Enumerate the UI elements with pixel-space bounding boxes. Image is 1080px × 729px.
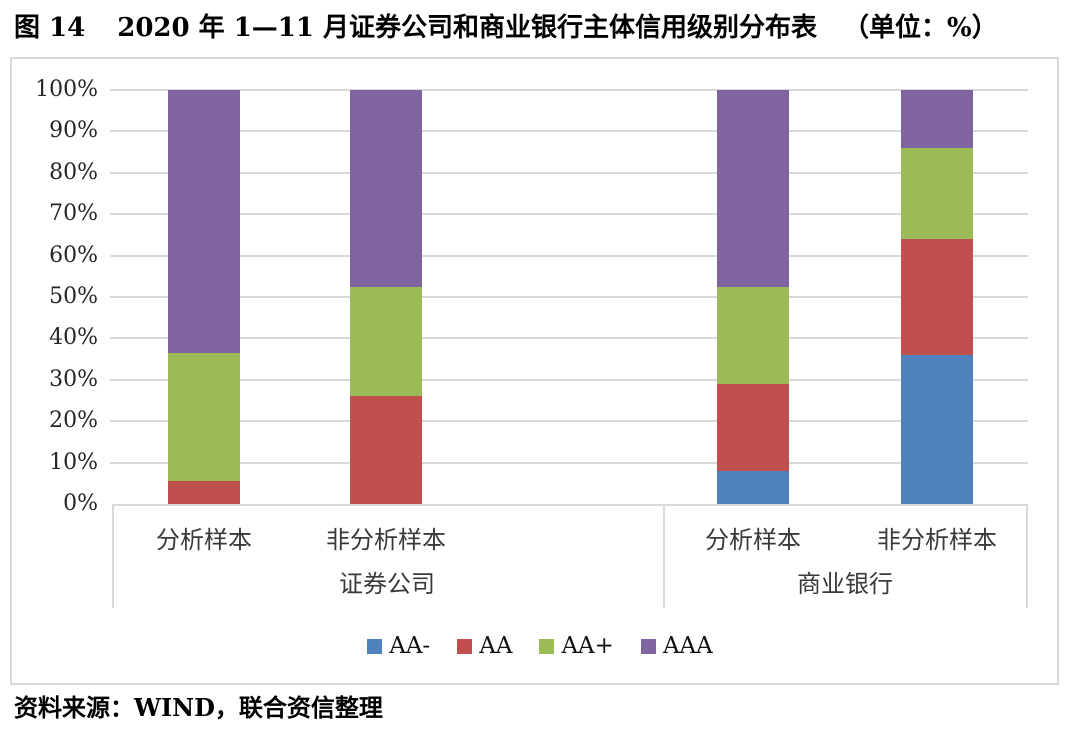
gridline — [110, 420, 1028, 423]
stacked-bar-3 — [717, 90, 789, 504]
axis-group-divider — [112, 506, 114, 608]
category-axis-box — [112, 504, 1028, 608]
y-axis-tick-label: 0% — [63, 491, 98, 516]
gridline — [110, 89, 1028, 91]
gridline — [110, 254, 1028, 257]
legend-swatch-icon — [539, 638, 555, 654]
bar-segment-aaa — [717, 90, 789, 287]
axis-group-divider — [663, 506, 665, 608]
bar-segment-aaa — [350, 90, 422, 287]
legend-swatch-icon — [457, 638, 473, 654]
source-note: 资料来源：WIND，联合资信整理 — [14, 693, 383, 722]
gridline — [110, 461, 1028, 464]
bar-segment-aa — [717, 383, 789, 471]
legend-label: AAA — [662, 633, 713, 659]
y-axis-tick-label: 30% — [49, 366, 98, 392]
category-label: 非分析样本 — [326, 526, 446, 554]
gridline — [110, 213, 1028, 216]
category-label: 分析样本 — [156, 526, 252, 554]
legend-item: AAA — [640, 633, 713, 659]
figure-number-label: 图 14 — [14, 13, 86, 43]
gridline — [110, 337, 1028, 340]
bar-segment-aa-minus — [901, 354, 973, 504]
gridline — [110, 378, 1028, 381]
axis-group-divider — [1026, 506, 1028, 608]
bar-segment-aa — [350, 396, 422, 504]
legend-label: AA- — [389, 633, 431, 659]
legend-item: AA — [457, 633, 512, 659]
legend-swatch-icon — [367, 638, 383, 654]
legend-label: AA — [479, 633, 513, 659]
gridline — [110, 296, 1028, 298]
stacked-bar-2 — [350, 90, 422, 504]
category-label: 分析样本 — [705, 526, 801, 554]
legend-item: AA+ — [539, 633, 614, 659]
bar-segment-aaa — [168, 90, 240, 353]
bar-segment-aa — [168, 481, 240, 504]
bar-segment-aa-plus — [350, 286, 422, 397]
y-axis-tick-label: 60% — [49, 242, 98, 268]
stacked-bar-4 — [901, 90, 973, 504]
y-axis-tick-label: 90% — [49, 118, 98, 144]
y-axis-tick-label: 100% — [35, 77, 98, 102]
y-axis-tick-label: 10% — [49, 449, 98, 475]
y-axis-tick-label: 20% — [49, 408, 98, 434]
y-axis-tick-label: 80% — [49, 159, 98, 185]
y-axis-tick-label: 40% — [49, 325, 98, 351]
bar-segment-aa-plus — [901, 147, 973, 240]
stacked-bar-1 — [168, 90, 240, 504]
bar-segment-aa-minus — [717, 470, 789, 504]
bar-segment-aaa — [901, 90, 973, 148]
unit-label: （单位：%） — [843, 13, 998, 43]
y-axis-tick-label: 70% — [49, 201, 98, 227]
plot-area — [110, 89, 1028, 504]
bar-segment-aa-plus — [717, 286, 789, 384]
legend-label: AA+ — [561, 633, 614, 659]
bar-segment-aa-plus — [168, 352, 240, 482]
category-label: 非分析样本 — [877, 526, 997, 554]
chart-title-text: 2020 年 1—11 月证券公司和商业银行主体信用级别分布表 — [117, 13, 818, 43]
legend: AA- AA AA+ AAA — [0, 631, 1080, 661]
group-label: 商业银行 — [797, 570, 893, 598]
group-label: 证券公司 — [339, 570, 435, 598]
bar-segment-aa — [901, 239, 973, 355]
y-axis-tick-label: 50% — [49, 284, 98, 309]
gridline — [110, 171, 1028, 174]
chart-title: 图 14 2020 年 1—11 月证券公司和商业银行主体信用级别分布表 （单位… — [14, 7, 1070, 44]
legend-swatch-icon — [640, 638, 656, 654]
legend-item: AA- — [367, 633, 430, 659]
gridline — [110, 130, 1028, 133]
